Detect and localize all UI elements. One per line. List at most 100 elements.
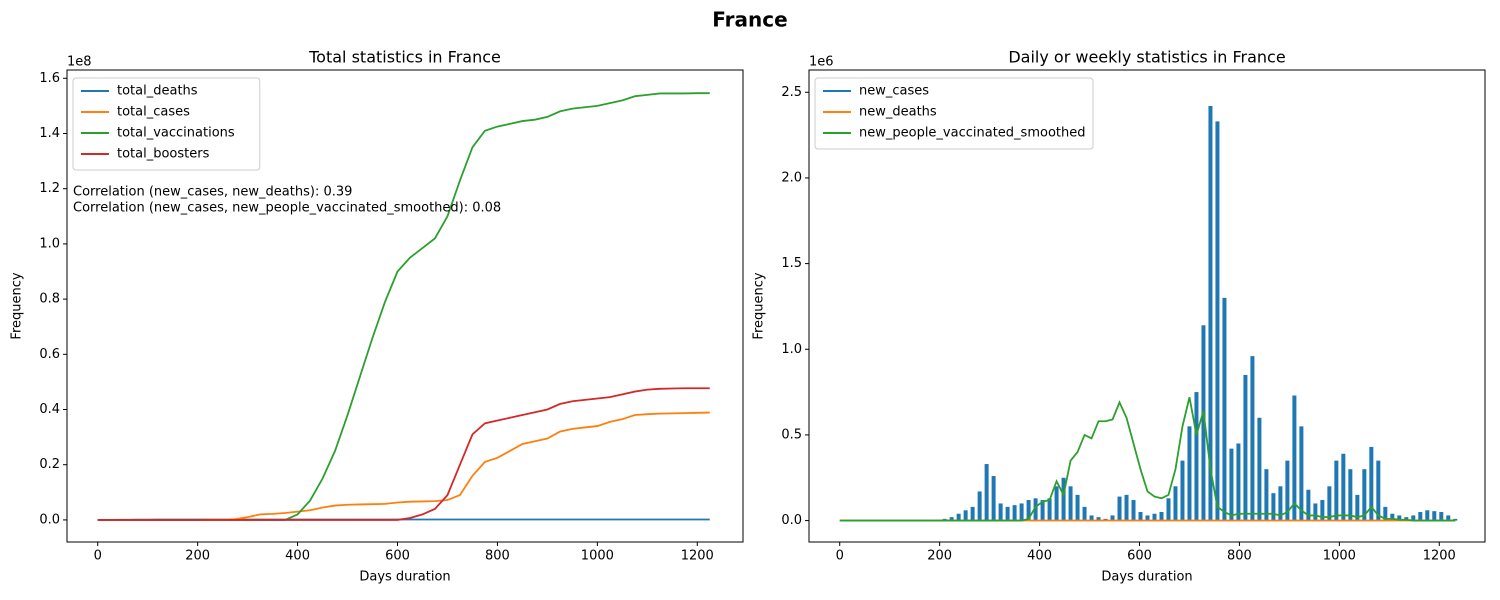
legend-label: total_boosters bbox=[117, 147, 210, 162]
y-tick-label: 0.4 bbox=[39, 402, 60, 417]
bar bbox=[1187, 426, 1192, 521]
line bbox=[97, 387, 710, 521]
bar bbox=[1411, 515, 1416, 521]
bar bbox=[1019, 503, 1024, 521]
axes-title: Daily or weekly statistics in France bbox=[1008, 48, 1285, 67]
bar bbox=[1383, 506, 1388, 521]
y-tick-label: 1.0 bbox=[39, 236, 60, 251]
line bbox=[839, 397, 1456, 522]
bar bbox=[1138, 512, 1143, 521]
bar bbox=[1194, 392, 1199, 521]
bar bbox=[1222, 297, 1227, 521]
bar bbox=[1159, 512, 1164, 521]
y-tick-label: 0.6 bbox=[39, 347, 60, 362]
bar bbox=[1124, 494, 1129, 521]
bar bbox=[1418, 512, 1423, 521]
bar bbox=[1432, 511, 1437, 521]
x-tick-label: 0 bbox=[836, 549, 844, 564]
bar bbox=[1355, 494, 1360, 521]
bar bbox=[1306, 489, 1311, 521]
legend-label: total_vaccinations bbox=[117, 126, 235, 141]
x-tick-label: 1000 bbox=[581, 549, 614, 564]
y-axis-label: Frequency bbox=[10, 272, 25, 339]
bar bbox=[991, 476, 996, 521]
bar bbox=[1005, 506, 1010, 521]
x-tick-label: 400 bbox=[285, 549, 310, 564]
x-tick-label: 200 bbox=[927, 549, 952, 564]
y-offset-label: 1e8 bbox=[67, 55, 92, 70]
bar bbox=[1376, 460, 1381, 521]
bar bbox=[1348, 469, 1353, 521]
y-axis-label: Frequency bbox=[752, 272, 767, 339]
bar bbox=[963, 510, 968, 521]
y-tick-label: 1.6 bbox=[39, 71, 60, 86]
bar bbox=[977, 491, 982, 521]
bar bbox=[1313, 503, 1318, 521]
bar bbox=[1075, 494, 1080, 521]
y-tick-label: 0.0 bbox=[39, 512, 60, 527]
x-tick-label: 600 bbox=[385, 549, 410, 564]
bar bbox=[1208, 105, 1213, 521]
bar bbox=[1334, 460, 1339, 521]
bar bbox=[1026, 500, 1031, 521]
x-axis-label: Days duration bbox=[1101, 570, 1192, 585]
bar bbox=[1453, 518, 1458, 521]
plot-area bbox=[97, 92, 710, 521]
y-tick-label: 1.0 bbox=[781, 342, 802, 357]
bar bbox=[1173, 486, 1178, 521]
y-tick-label: 0.2 bbox=[39, 457, 60, 472]
bar bbox=[1180, 460, 1185, 521]
bar bbox=[1145, 515, 1150, 521]
bar bbox=[1292, 395, 1297, 521]
bar bbox=[1341, 453, 1346, 521]
bar bbox=[1397, 515, 1402, 521]
bar bbox=[1425, 510, 1430, 521]
bar bbox=[1061, 477, 1066, 521]
bar bbox=[949, 517, 954, 521]
bar bbox=[1215, 121, 1220, 521]
bar bbox=[1096, 517, 1101, 521]
y-tick-label: 2.5 bbox=[781, 85, 802, 100]
bar bbox=[956, 513, 961, 521]
bar bbox=[1264, 469, 1269, 521]
bar bbox=[1257, 417, 1262, 521]
y-offset-label: 1e6 bbox=[809, 55, 834, 70]
bar bbox=[1320, 500, 1325, 521]
bar bbox=[1390, 513, 1395, 521]
axes-frame bbox=[66, 69, 744, 543]
bar bbox=[1299, 426, 1304, 521]
x-tick-label: 1200 bbox=[1423, 549, 1456, 564]
x-tick-label: 200 bbox=[185, 549, 210, 564]
y-tick-label: 0.8 bbox=[39, 292, 60, 307]
x-tick-label: 0 bbox=[94, 549, 102, 564]
bar bbox=[1110, 515, 1115, 521]
bar bbox=[1068, 486, 1073, 521]
bar bbox=[1362, 469, 1367, 521]
bar bbox=[1054, 486, 1059, 521]
x-tick-label: 400 bbox=[1027, 549, 1052, 564]
legend bbox=[814, 77, 1094, 150]
axes-title: Total statistics in France bbox=[308, 48, 501, 67]
axes-frame bbox=[808, 69, 1486, 543]
figure-title: France bbox=[712, 8, 787, 32]
bar bbox=[1040, 500, 1045, 521]
bar bbox=[970, 506, 975, 521]
y-tick-label: 0.5 bbox=[781, 427, 802, 442]
bar bbox=[998, 503, 1003, 521]
bar bbox=[1047, 498, 1052, 521]
bar bbox=[1152, 513, 1157, 521]
bar bbox=[1243, 374, 1248, 521]
x-tick-label: 800 bbox=[485, 549, 510, 564]
x-tick-label: 600 bbox=[1127, 549, 1152, 564]
legend-label: new_people_vaccinated_smoothed bbox=[859, 126, 1085, 141]
bar bbox=[1446, 515, 1451, 521]
bar bbox=[984, 464, 989, 521]
x-tick-label: 1000 bbox=[1323, 549, 1356, 564]
legend-label: new_cases bbox=[859, 84, 929, 99]
y-tick-label: 1.5 bbox=[781, 256, 802, 271]
y-tick-label: 1.4 bbox=[39, 126, 60, 141]
bar bbox=[1229, 448, 1234, 521]
legend-label: total_deaths bbox=[117, 84, 198, 99]
bar bbox=[1271, 493, 1276, 521]
